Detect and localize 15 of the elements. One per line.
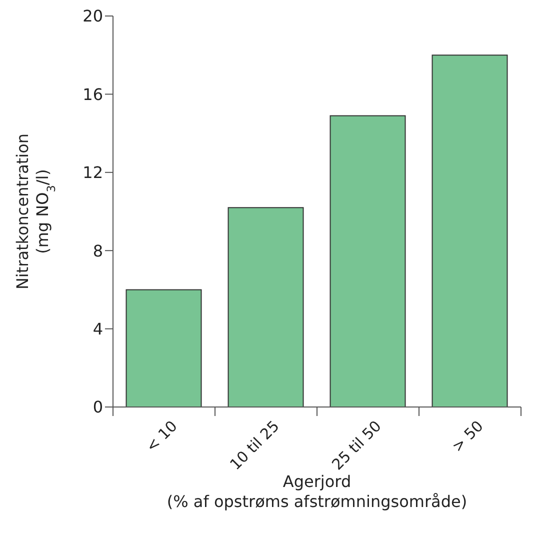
bar: [228, 207, 304, 407]
x-tick-label: < 10: [142, 417, 181, 456]
bar: [330, 115, 406, 407]
x-tick-label: 25 til 50: [328, 417, 385, 474]
x-tick-label: > 50: [448, 417, 487, 456]
y-tick-label: 16: [82, 84, 103, 104]
y-tick-label: 20: [82, 6, 103, 26]
y-tick-label: 8: [92, 241, 103, 260]
bar: [432, 54, 508, 407]
x-tick-label: 10 til 25: [226, 417, 283, 474]
y-tick-label: 0: [92, 398, 103, 417]
y-tick-label: 12: [82, 163, 103, 182]
y-tick-label: 4: [92, 319, 103, 338]
x-axis-title: Agerjord (% af opstrøms afstrømningsområde): [166, 472, 468, 511]
bar: [126, 289, 202, 407]
